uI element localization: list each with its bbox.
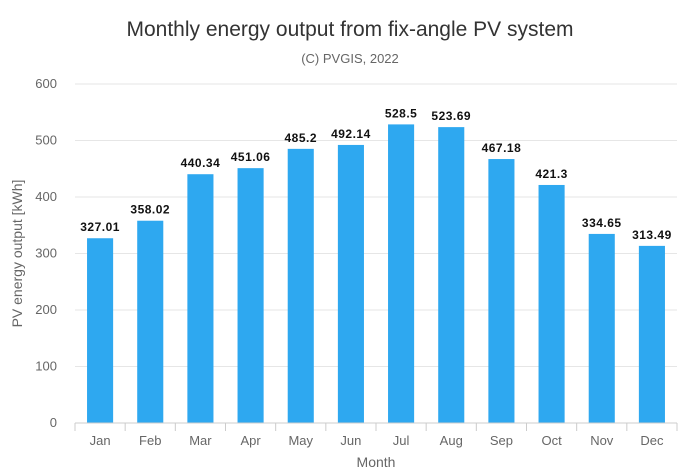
data-label: 492.14 [331, 127, 371, 141]
data-label: 523.69 [431, 109, 471, 123]
y-axis-title: PV energy output [kWh] [9, 180, 25, 328]
data-label: 440.34 [181, 156, 221, 170]
x-tick-label: Mar [189, 433, 212, 448]
y-tick-label: 0 [50, 415, 57, 430]
x-tick-label: Feb [139, 433, 161, 448]
x-tick-label: Jul [393, 433, 410, 448]
bar [337, 144, 364, 423]
data-label: 467.18 [482, 141, 522, 155]
gridlines [75, 83, 677, 367]
data-label: 358.02 [130, 203, 170, 217]
x-tick-label: Nov [590, 433, 614, 448]
bar [638, 245, 665, 423]
y-tick-label: 500 [35, 133, 57, 148]
bar [137, 220, 164, 423]
bars [87, 124, 665, 424]
x-tick-label: Aug [440, 433, 463, 448]
x-tick-label: Jun [340, 433, 361, 448]
bar [488, 159, 515, 423]
x-tick-label: Dec [640, 433, 664, 448]
chart-subtitle: (C) PVGIS, 2022 [301, 51, 399, 66]
bar [588, 233, 615, 423]
data-label: 421.3 [535, 167, 568, 181]
y-tick-label: 400 [35, 189, 57, 204]
bar [187, 174, 214, 423]
x-tick-label: Sep [490, 433, 513, 448]
y-tick-label: 100 [35, 359, 57, 374]
x-tick-label: Oct [541, 433, 562, 448]
data-label: 485.2 [284, 131, 317, 145]
data-label: 327.01 [80, 220, 120, 234]
bar [388, 124, 415, 424]
data-labels: 327.01 358.02 440.34 451.06 485.2 492.14 528.5… [80, 106, 672, 242]
x-tick-label: Jan [90, 433, 111, 448]
bar [287, 148, 314, 423]
x-tick-label: Apr [240, 433, 261, 448]
bar [87, 238, 114, 423]
x-tick-label: May [288, 433, 313, 448]
x-axis-title: Month [357, 454, 396, 470]
bar [538, 184, 565, 423]
y-tick-label: 300 [35, 246, 57, 261]
data-label: 313.49 [632, 228, 672, 242]
data-label: 334.65 [582, 216, 622, 230]
y-tick-label: 600 [35, 76, 57, 91]
data-label: 451.06 [231, 150, 271, 164]
bar [237, 168, 264, 423]
y-axis-ticks: 0 100 200 300 400 500 600 [35, 76, 57, 430]
y-tick-label: 200 [35, 302, 57, 317]
chart-title: Monthly energy output from fix-angle PV … [126, 18, 574, 41]
bar [438, 127, 465, 424]
data-label: 528.5 [385, 106, 418, 120]
x-axis-ticks: Jan Feb Mar Apr May Jun Jul Aug Sep Oct Nov Dec [74, 423, 678, 448]
